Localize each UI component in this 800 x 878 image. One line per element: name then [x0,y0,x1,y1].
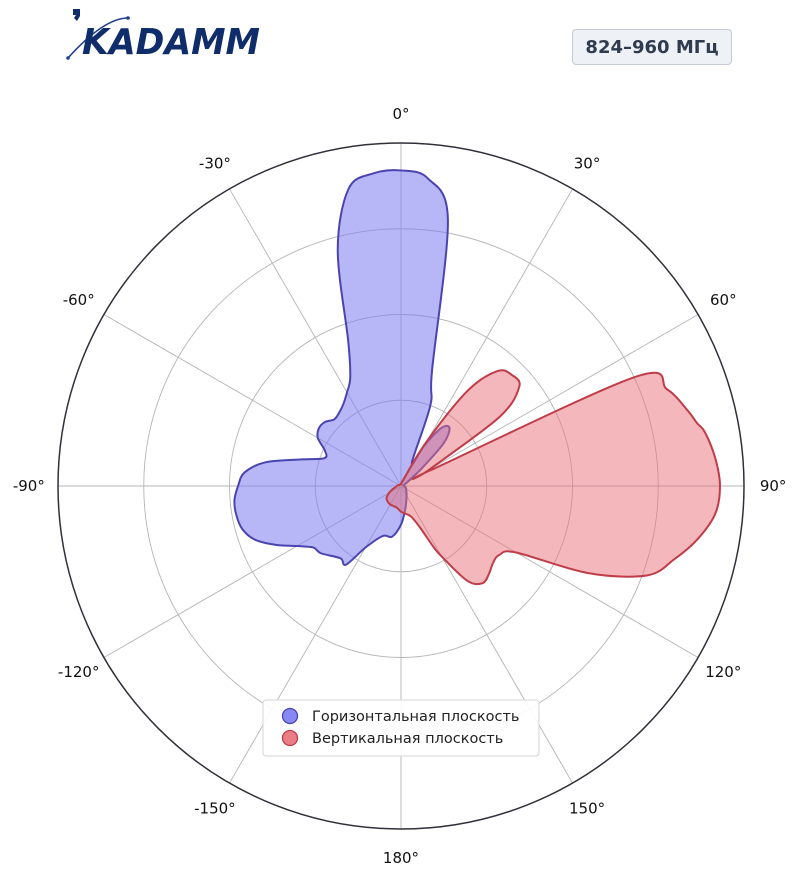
legend-label-horizontal: Горизонтальная плоскость [312,709,519,725]
theta-tick-label-0: 0° [392,105,409,123]
legend-marker-vertical [281,729,299,747]
theta-tick-label-3: 90° [760,477,787,495]
series-layer [233,169,721,586]
logo-swoosh [67,17,129,59]
legend: Горизонтальная плоскость Вертикальная пл… [262,699,540,757]
kadamm-logo: KADAMM [66,9,260,62]
legend-label-vertical: Вертикальная плоскость [312,731,503,747]
logo-mark [73,9,80,21]
frequency-badge: 824–960 МГц [572,29,732,65]
theta-tick-label-1: 30° [574,155,601,173]
theta-gridline-2 [400,314,699,487]
logo-dot-left [66,56,70,60]
logo-dot-right [126,16,130,20]
theta-tick-labels: 0° 30° 60° 90° 120° 150° 180° -150° -120° -90° -60… [13,105,787,867]
theta-tick-label-4: 120° [705,663,741,681]
legend-marker-horizontal [281,707,299,725]
theta-tick-label-6: 180° [383,849,419,867]
theta-tick-label-7: -150° [194,799,236,817]
theta-tick-label-5: 150° [569,799,605,817]
legend-box [262,699,540,757]
series-vertical-pattern [385,369,721,586]
theta-tick-label-9: -90° [13,477,45,495]
theta-tick-label-11: -30° [199,155,231,173]
logo-text: KADAMM [82,22,260,62]
theta-tick-label-8: -120° [58,663,100,681]
theta-tick-label-10: -60° [63,291,95,309]
polar-frame [57,142,745,830]
theta-tick-label-2: 60° [710,291,737,309]
